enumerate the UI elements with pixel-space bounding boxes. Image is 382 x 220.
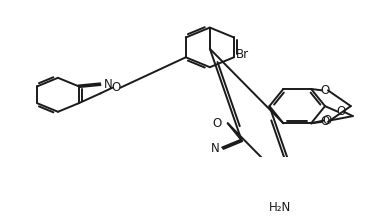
Text: O: O	[320, 84, 330, 97]
Text: O: O	[320, 115, 330, 128]
Text: N: N	[104, 78, 112, 91]
Text: Br: Br	[236, 48, 249, 61]
Text: O: O	[112, 81, 121, 94]
Text: O: O	[212, 117, 222, 130]
Text: O: O	[322, 114, 332, 127]
Text: O: O	[336, 105, 346, 118]
Text: N: N	[211, 142, 220, 155]
Text: H₂N: H₂N	[269, 201, 291, 214]
